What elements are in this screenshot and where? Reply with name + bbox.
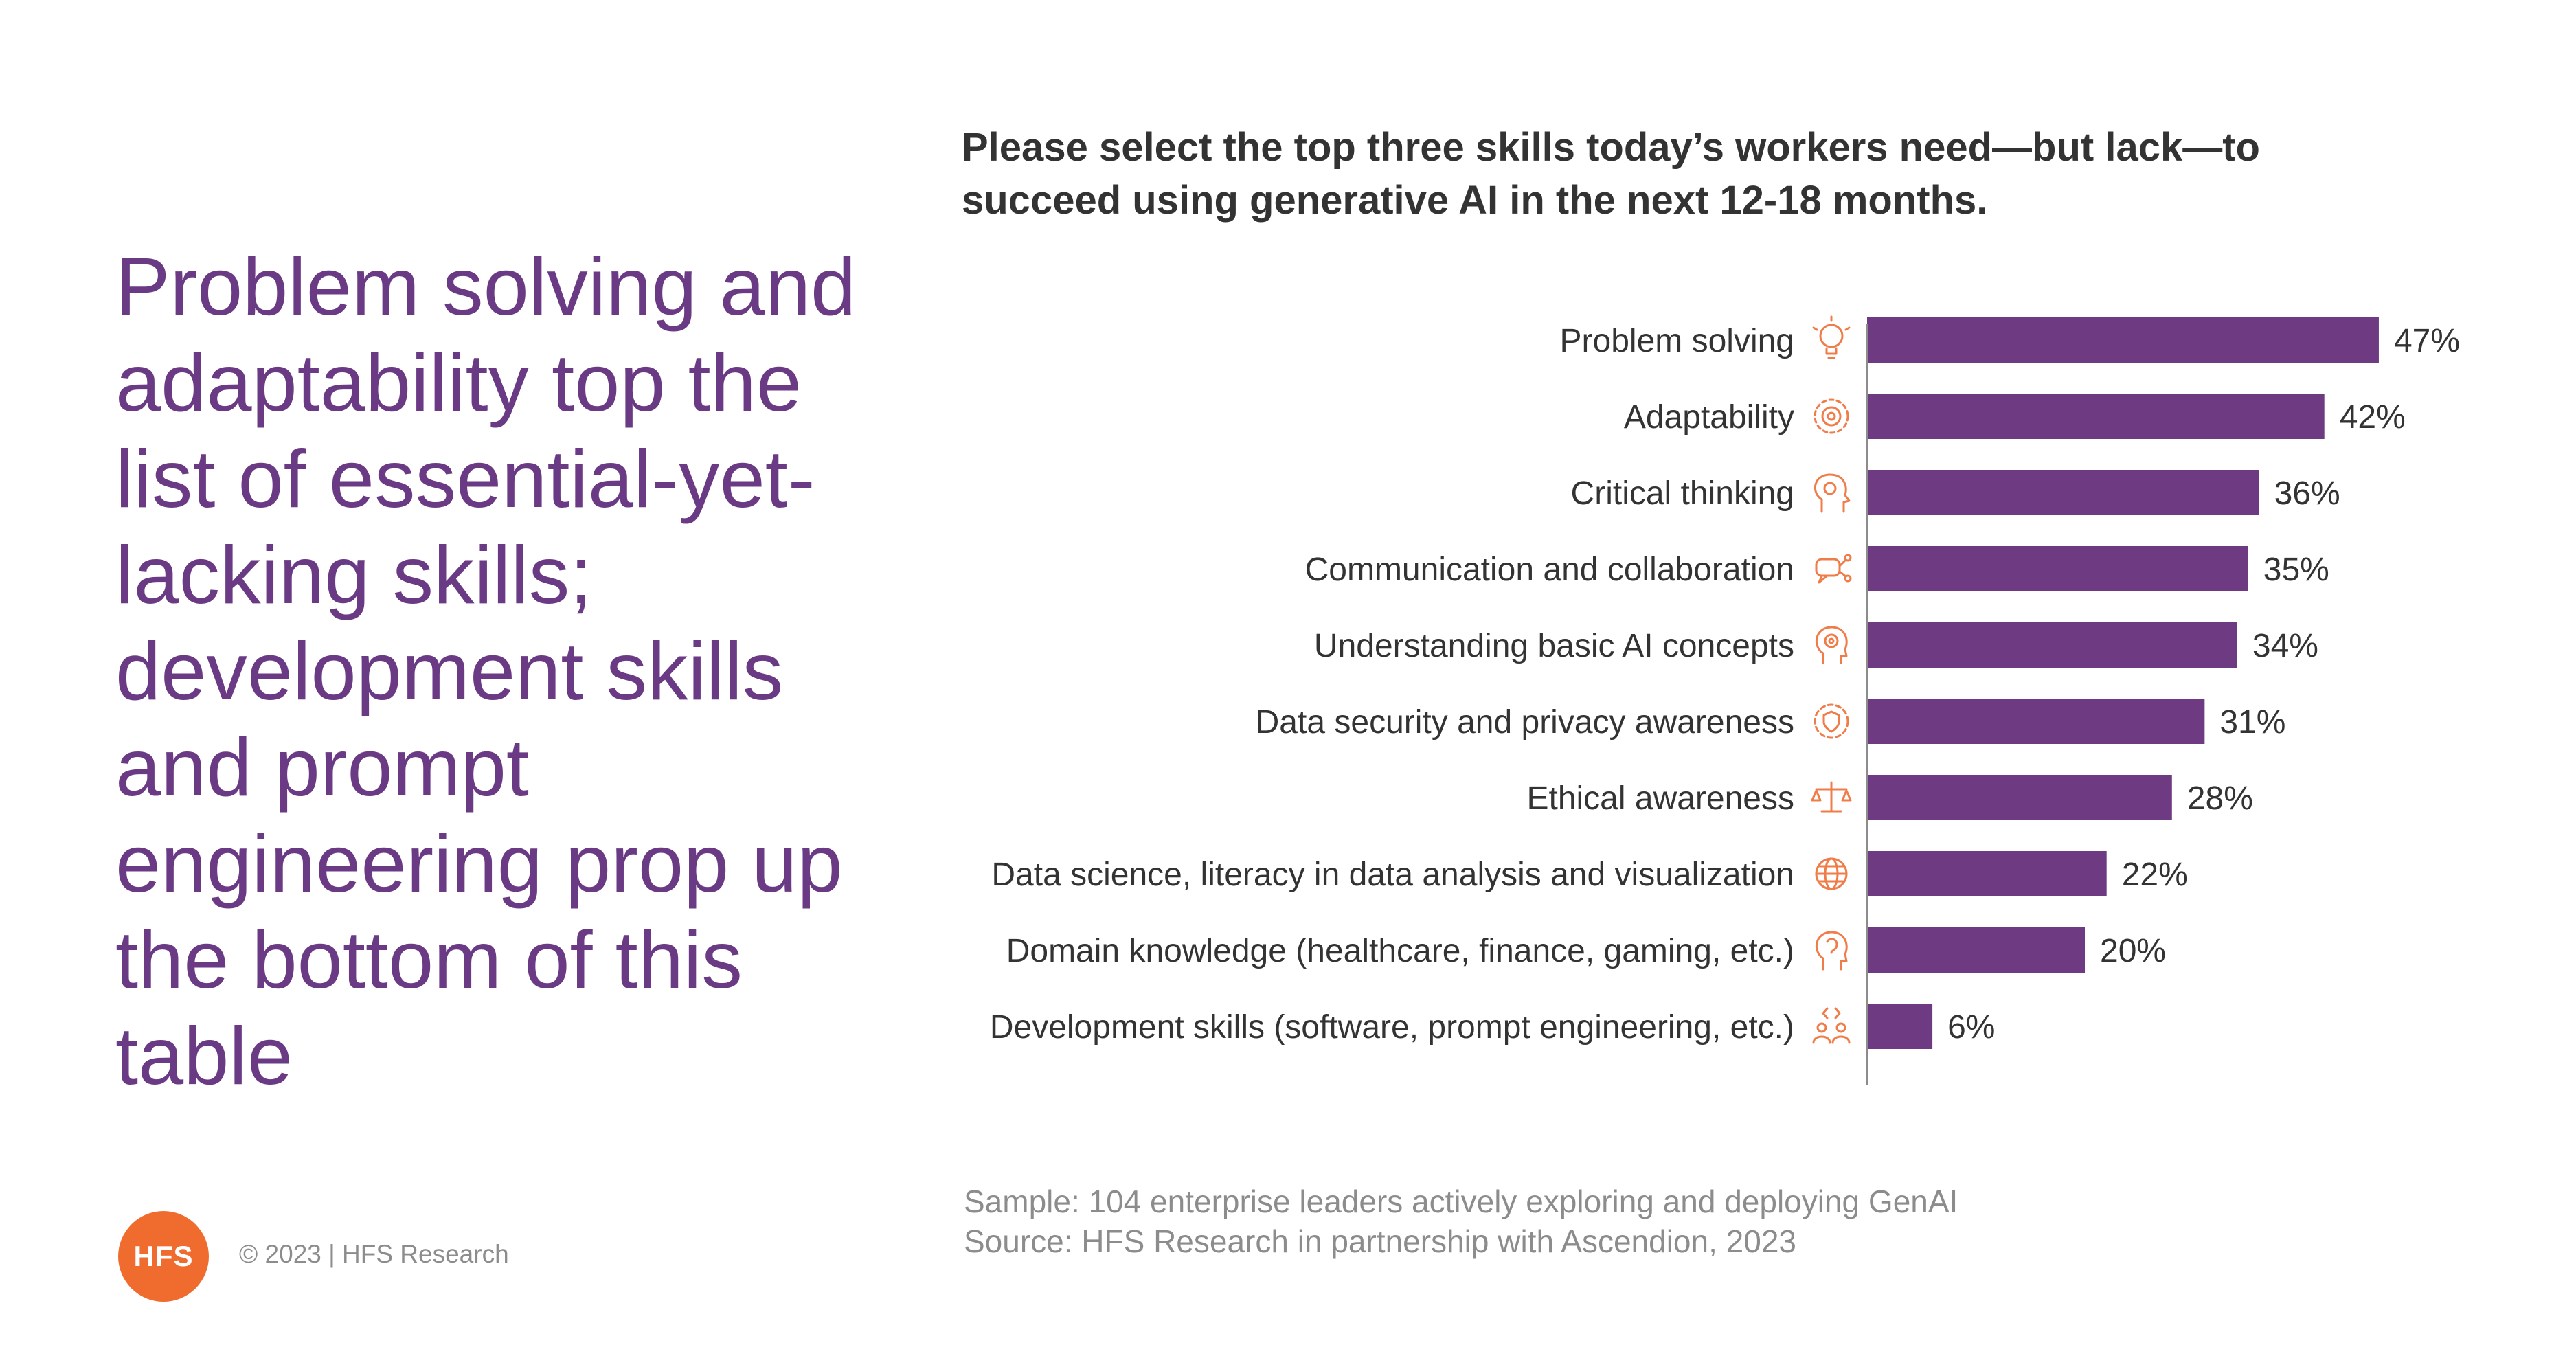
bar-adaptability bbox=[1867, 394, 2325, 439]
bar-data-security-and-privacy-awareness bbox=[1867, 699, 2205, 744]
bar-communication-and-collaboration bbox=[1867, 546, 2248, 591]
value-label: 42% bbox=[2340, 399, 2406, 436]
value-label: 35% bbox=[2263, 552, 2329, 588]
head-knowledge-icon bbox=[1816, 931, 1848, 971]
copyright: © 2023 | HFS Research bbox=[239, 1240, 509, 1268]
ai-head-icon bbox=[1816, 626, 1848, 664]
value-label: 47% bbox=[2394, 323, 2460, 359]
category-label: Data science, literacy in data analysis … bbox=[991, 857, 1794, 893]
footnote-source: Source: HFS Research in partnership with… bbox=[964, 1223, 1796, 1259]
bar-understanding-basic-ai-concepts bbox=[1867, 622, 2237, 668]
chart-title: Please select the top three skills today… bbox=[962, 125, 2260, 223]
brain-thinking-icon bbox=[1814, 473, 1851, 513]
category-label: Domain knowledge (healthcare, finance, g… bbox=[1006, 933, 1794, 969]
lightbulb-icon bbox=[1812, 315, 1851, 359]
bar-critical-thinking bbox=[1867, 470, 2259, 515]
chat-network-icon bbox=[1815, 554, 1852, 584]
value-label: 20% bbox=[2100, 933, 2166, 969]
value-label: 6% bbox=[1947, 1009, 1995, 1046]
value-label: 28% bbox=[2187, 780, 2253, 817]
bar-data-science-literacy-in-data-analysis-and-visualization bbox=[1867, 851, 2107, 896]
category-label: Ethical awareness bbox=[1526, 780, 1794, 817]
bar-development-skills-software-prompt-engineering-etc bbox=[1867, 1004, 1933, 1049]
team-code-icon bbox=[1812, 1007, 1851, 1044]
hfs-logo: HFS bbox=[118, 1211, 209, 1302]
bar-problem-solving bbox=[1867, 317, 2379, 363]
footnote: Sample: 104 enterprise leaders actively … bbox=[964, 1182, 1958, 1261]
shield-lock-icon bbox=[1814, 703, 1849, 739]
category-label: Adaptability bbox=[1624, 399, 1794, 436]
category-label: Data security and privacy awareness bbox=[1256, 704, 1794, 741]
category-label: Communication and collaboration bbox=[1305, 552, 1794, 588]
value-label: 36% bbox=[2274, 475, 2340, 512]
category-label: Problem solving bbox=[1560, 323, 1794, 359]
bar-domain-knowledge-healthcare-finance-gaming-etc bbox=[1867, 927, 2085, 973]
data-globe-icon bbox=[1815, 857, 1848, 890]
value-label: 34% bbox=[2252, 628, 2318, 664]
balance-scale-icon bbox=[1811, 781, 1852, 813]
footnote-sample: Sample: 104 enterprise leaders actively … bbox=[964, 1184, 1958, 1219]
gear-cycle-icon bbox=[1814, 398, 1849, 434]
value-label: 31% bbox=[2219, 704, 2285, 741]
category-label: Critical thinking bbox=[1571, 475, 1794, 512]
value-label: 22% bbox=[2122, 857, 2188, 893]
category-label: Understanding basic AI concepts bbox=[1314, 628, 1794, 664]
bar-ethical-awareness bbox=[1867, 775, 2172, 820]
headline: Problem solving and adaptability top the… bbox=[115, 241, 857, 1102]
category-label: Development skills (software, prompt eng… bbox=[990, 1009, 1794, 1046]
